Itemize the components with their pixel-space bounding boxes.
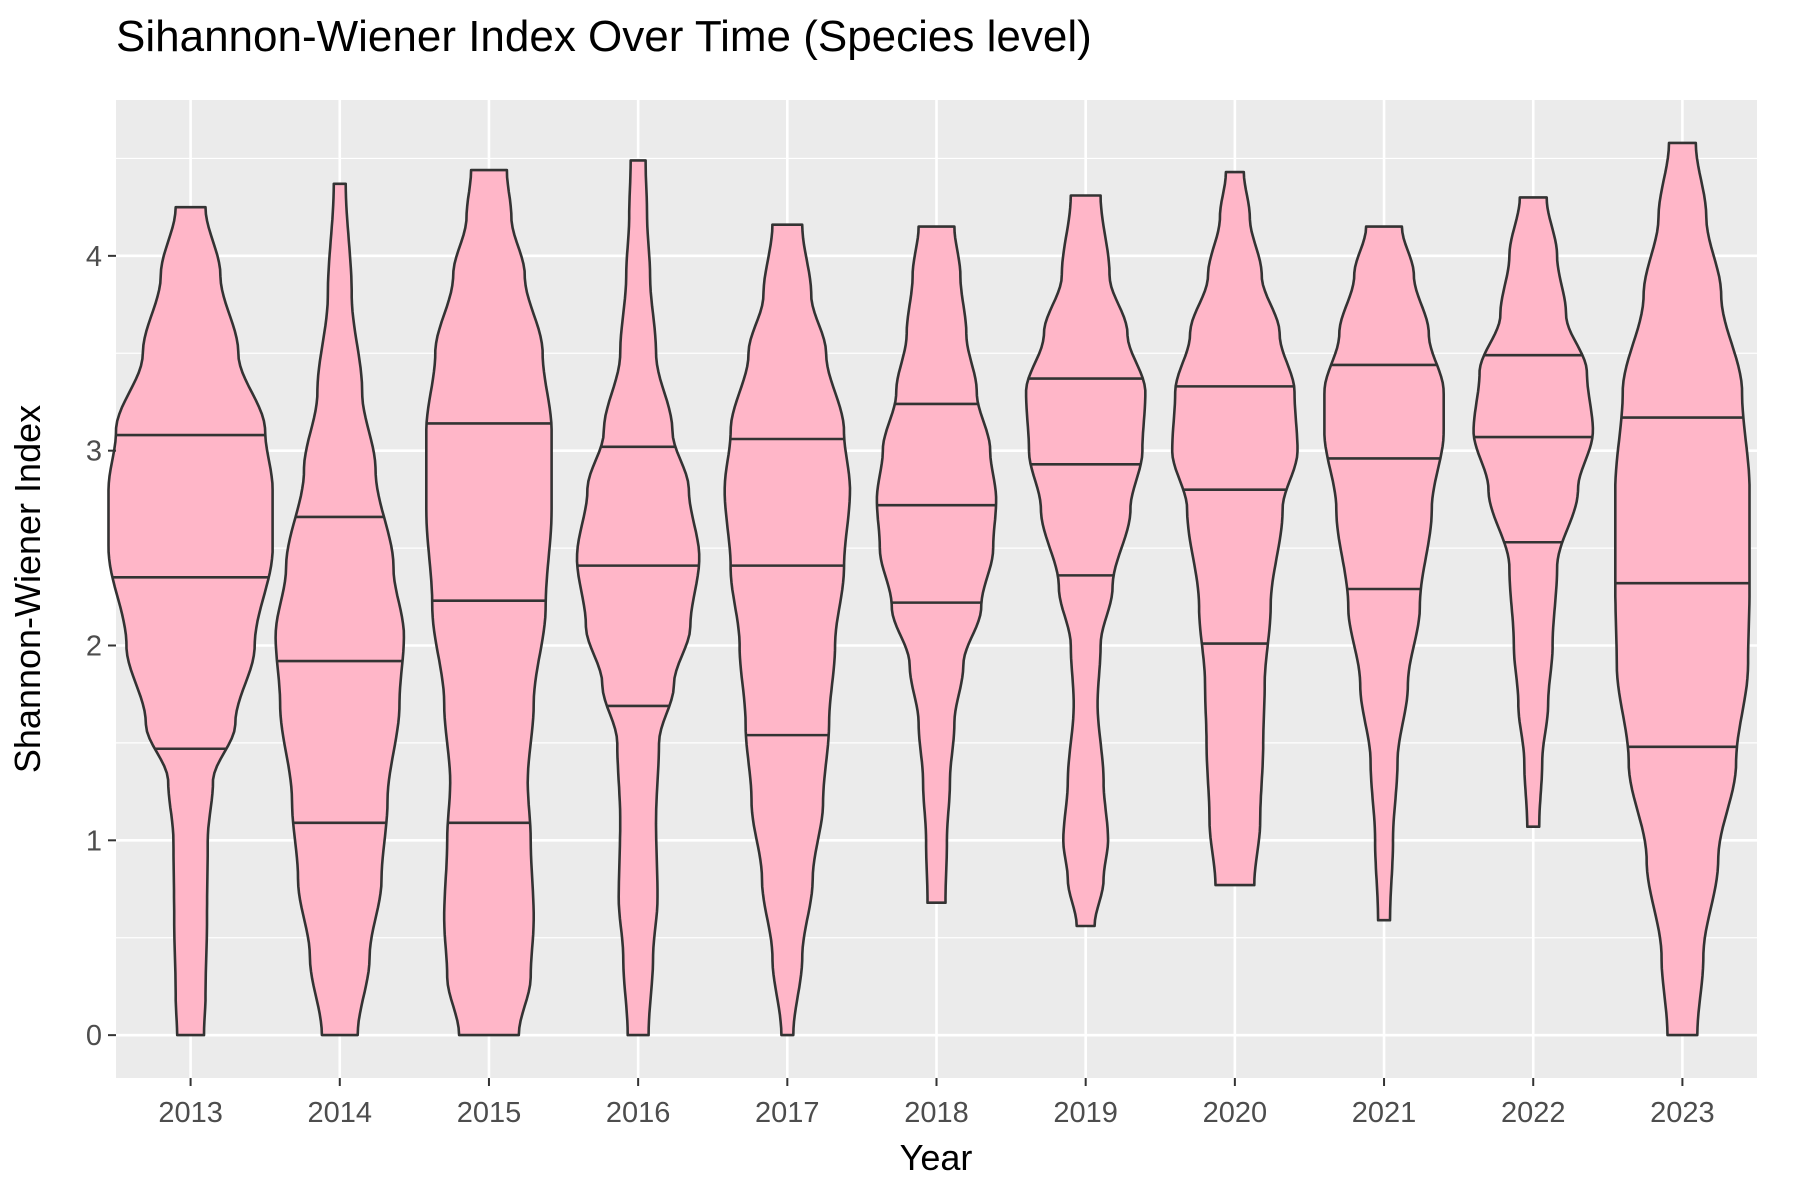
y-tick-label: 2 bbox=[86, 630, 102, 662]
x-tick-label: 2021 bbox=[1352, 1097, 1417, 1129]
x-tick-label: 2023 bbox=[1650, 1097, 1715, 1129]
violin-2017 bbox=[723, 223, 852, 1037]
x-axis-title: Year bbox=[900, 1137, 973, 1178]
violin-2013 bbox=[107, 205, 274, 1037]
y-axis-title: Shannon-Wiener Index bbox=[7, 405, 48, 773]
x-tick-label: 2014 bbox=[308, 1097, 373, 1129]
x-tick-label: 2019 bbox=[1053, 1097, 1118, 1129]
violin-2015 bbox=[425, 168, 553, 1037]
y-tick-label: 3 bbox=[86, 436, 102, 468]
violins bbox=[107, 141, 1751, 1037]
violin-2021 bbox=[1323, 225, 1445, 922]
x-tick-label: 2017 bbox=[755, 1097, 820, 1129]
axes: 0 1 2 3 4 2013 2014 2015 2016 2017 2018 2019 2020 202… bbox=[86, 241, 1715, 1129]
x-tick-label: 2022 bbox=[1501, 1097, 1566, 1129]
violin-2023 bbox=[1614, 141, 1751, 1037]
y-tick-label: 1 bbox=[86, 825, 102, 857]
x-tick-label: 2013 bbox=[158, 1097, 223, 1129]
y-tick-label: 0 bbox=[86, 1020, 102, 1052]
x-tick-label: 2016 bbox=[606, 1097, 671, 1129]
y-tick-label: 4 bbox=[86, 241, 102, 273]
x-tick-label: 2020 bbox=[1203, 1097, 1268, 1129]
chart-title: Sihannon-Wiener Index Over Time (Species… bbox=[116, 12, 1092, 61]
violin-2020 bbox=[1170, 170, 1299, 887]
x-tick-label: 2018 bbox=[904, 1097, 969, 1129]
x-tick-label: 2015 bbox=[457, 1097, 522, 1129]
violin-2018 bbox=[875, 225, 998, 904]
violin-2016 bbox=[575, 159, 701, 1037]
